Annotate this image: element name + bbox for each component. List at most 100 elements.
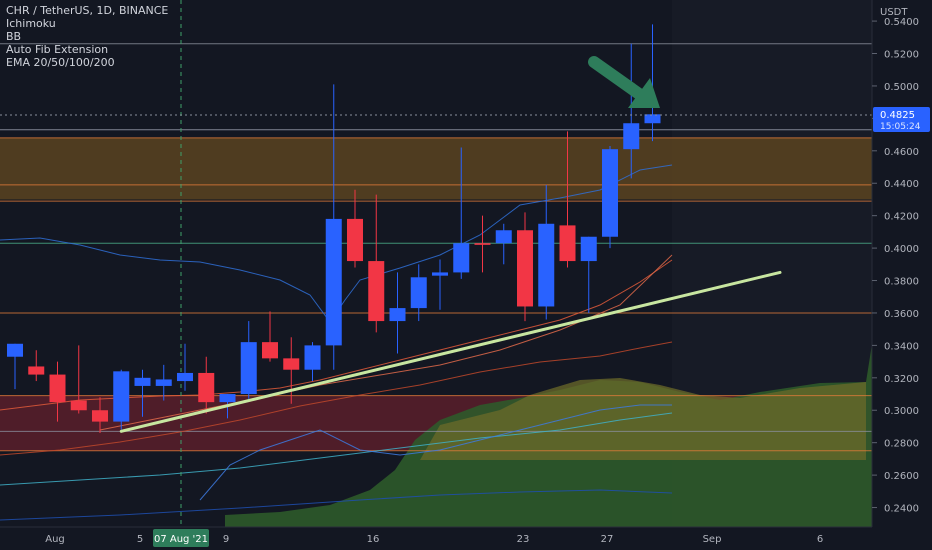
indicator-ema[interactable]: EMA 20/50/100/200 [6, 56, 115, 69]
candle [432, 259, 448, 310]
candle-body [410, 277, 427, 309]
candle-body [644, 114, 661, 124]
countdown-value: 15:05:24 [880, 122, 921, 132]
price-tick-label: 0.4000 [884, 244, 919, 255]
candle-body [219, 394, 236, 403]
candle [580, 236, 597, 313]
candle-body [389, 308, 406, 322]
price-tick-label: 0.3200 [884, 374, 919, 385]
candle-body [198, 372, 215, 403]
candle [113, 369, 130, 430]
candle [474, 215, 491, 273]
cloud-yellow [420, 378, 866, 460]
candle [325, 84, 342, 370]
candles [7, 24, 661, 433]
candle-body [368, 261, 385, 322]
candle-body [325, 218, 342, 346]
candle-body [580, 236, 597, 262]
price-tick-label: 0.5000 [884, 82, 919, 93]
time-axis-bg [0, 527, 932, 550]
candle-body [177, 372, 193, 382]
candle [644, 24, 661, 142]
candle-body [432, 272, 448, 276]
candle-body [495, 230, 512, 244]
candle-body [28, 366, 45, 375]
candle-body [559, 225, 576, 262]
down-right-arrow [588, 56, 660, 108]
candle [240, 321, 257, 399]
indicator-ichimoku[interactable]: Ichimoku [6, 17, 56, 30]
time-label-highlight [153, 529, 209, 547]
time-label: 16 [367, 534, 380, 545]
time-axis-labels: Aug 5 07 Aug '21 9 16 23 27 Sep 6 [45, 529, 823, 547]
candle-body [602, 149, 618, 237]
candle-body [538, 223, 555, 307]
candle [28, 350, 45, 382]
fib-levels [0, 43, 872, 452]
price-tick-label: 0.3600 [884, 309, 919, 320]
time-label: Aug [45, 534, 65, 545]
candle [410, 264, 427, 322]
fib-zone-0 [0, 137, 872, 200]
ema-50-line [0, 341, 673, 456]
candle [389, 272, 406, 354]
candle-body [7, 343, 23, 357]
candle [495, 223, 512, 265]
candle-body [453, 243, 470, 273]
candle [155, 364, 172, 401]
candle [623, 43, 640, 179]
price-tick-label: 0.2800 [884, 439, 919, 450]
indicator-bb[interactable]: BB [6, 30, 22, 43]
candle-body [134, 377, 151, 386]
ichimoku-cloud [225, 325, 880, 527]
time-label: 6 [817, 534, 823, 545]
candle [602, 145, 618, 249]
candle [517, 212, 533, 322]
candle-body [240, 342, 257, 395]
time-label: 23 [517, 534, 530, 545]
price-axis-bg [872, 0, 932, 550]
trendline-segment [119, 270, 782, 433]
candle-body [262, 342, 278, 359]
time-label: 9 [223, 534, 229, 545]
candle-body [517, 230, 533, 307]
ema-200-line [0, 489, 673, 521]
candle [347, 189, 363, 268]
candle [92, 397, 108, 433]
candle-body [155, 379, 172, 386]
ema-100-line [0, 412, 673, 486]
candle [177, 343, 193, 391]
candle-body [304, 345, 321, 370]
price-tick-label: 0.5200 [884, 50, 919, 61]
candle [453, 147, 470, 279]
candle-body [474, 243, 491, 245]
candle-body [623, 123, 640, 150]
candle [304, 342, 321, 382]
candle-body [283, 358, 300, 370]
candle-body [70, 400, 87, 411]
chart-legend: CHR / TetherUS, 1D, BINANCE Ichimoku BB … [6, 4, 168, 69]
time-label: 27 [601, 534, 614, 545]
price-tick-label: 0.4200 [884, 212, 919, 223]
price-tick-label: 0.4600 [884, 147, 919, 158]
candle [368, 194, 385, 333]
candle [198, 356, 215, 414]
price-tick-label: 0.3400 [884, 341, 919, 352]
candle [538, 184, 555, 320]
trendline[interactable] [119, 270, 782, 433]
candle-body [49, 374, 66, 403]
candle-body [113, 371, 130, 422]
bb-lower-line [199, 404, 672, 501]
last-price-tag: 0.4825 15:05:24 [873, 107, 930, 132]
last-price-value: 0.4825 [880, 110, 915, 121]
indicator-fib-extension[interactable]: Auto Fib Extension [6, 43, 109, 56]
price-tick-label: 0.3800 [884, 277, 919, 288]
price-tick-label: 0.3000 [884, 406, 919, 417]
price-tick-label: 0.5400 [884, 17, 919, 28]
candle [49, 361, 66, 422]
time-label: Sep [703, 534, 722, 545]
candle [559, 131, 576, 268]
candle-body [347, 218, 363, 262]
symbol-title[interactable]: CHR / TetherUS, 1D, BINANCE [6, 4, 169, 17]
